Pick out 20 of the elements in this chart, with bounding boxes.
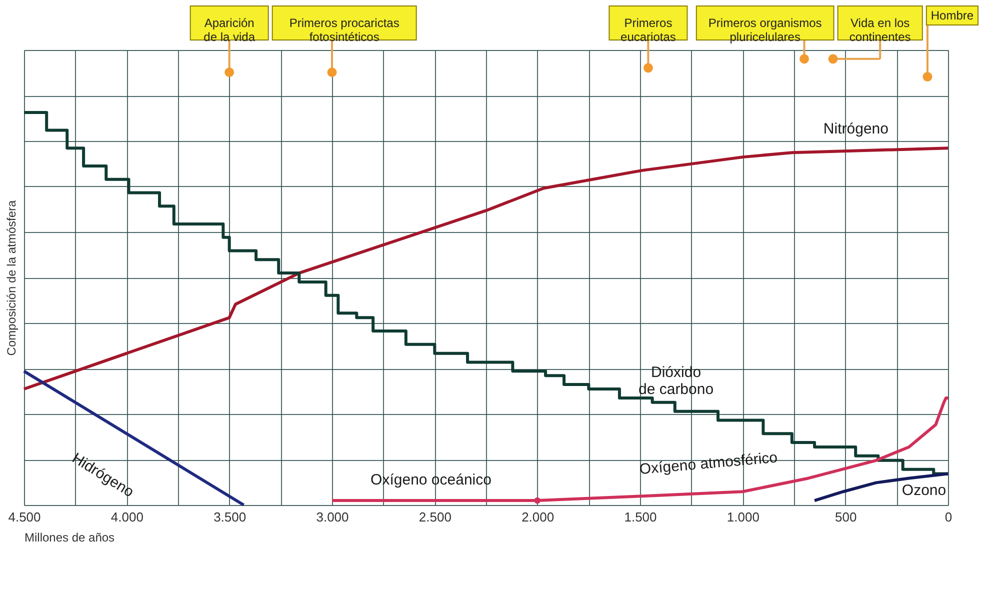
series-label: Ozono (902, 482, 946, 499)
text: Aparición de la vida (204, 16, 256, 44)
x-tick-label: 4.500 (8, 510, 41, 524)
x-tick-label: 2.500 (418, 510, 452, 524)
x-tick-label: 0 (944, 510, 952, 524)
text: Primeros eucariotas (620, 16, 676, 44)
x-tick-label: 1.500 (624, 510, 657, 524)
x-tick-label: 3.000 (316, 510, 349, 524)
x-tick-label: 4.000 (110, 510, 144, 524)
x-tick-label: 3.500 (214, 510, 246, 524)
text: Hombre (930, 8, 974, 22)
x-tick-label: 2.000 (522, 510, 554, 524)
x-tick-label: 500 (834, 510, 857, 524)
text: Primeros procarictas fotosintéticos (289, 16, 400, 44)
text: Vida en los continentes (849, 16, 911, 44)
x-tick-label: 1.000 (726, 510, 760, 524)
series-label: Oxígeno atmosférico (638, 449, 778, 478)
text: Primeros organismos pluricelulares (708, 16, 822, 44)
x-axis-title: Millones de años (24, 530, 115, 544)
y-axis-title: Composición de la atmósfera (4, 200, 18, 356)
